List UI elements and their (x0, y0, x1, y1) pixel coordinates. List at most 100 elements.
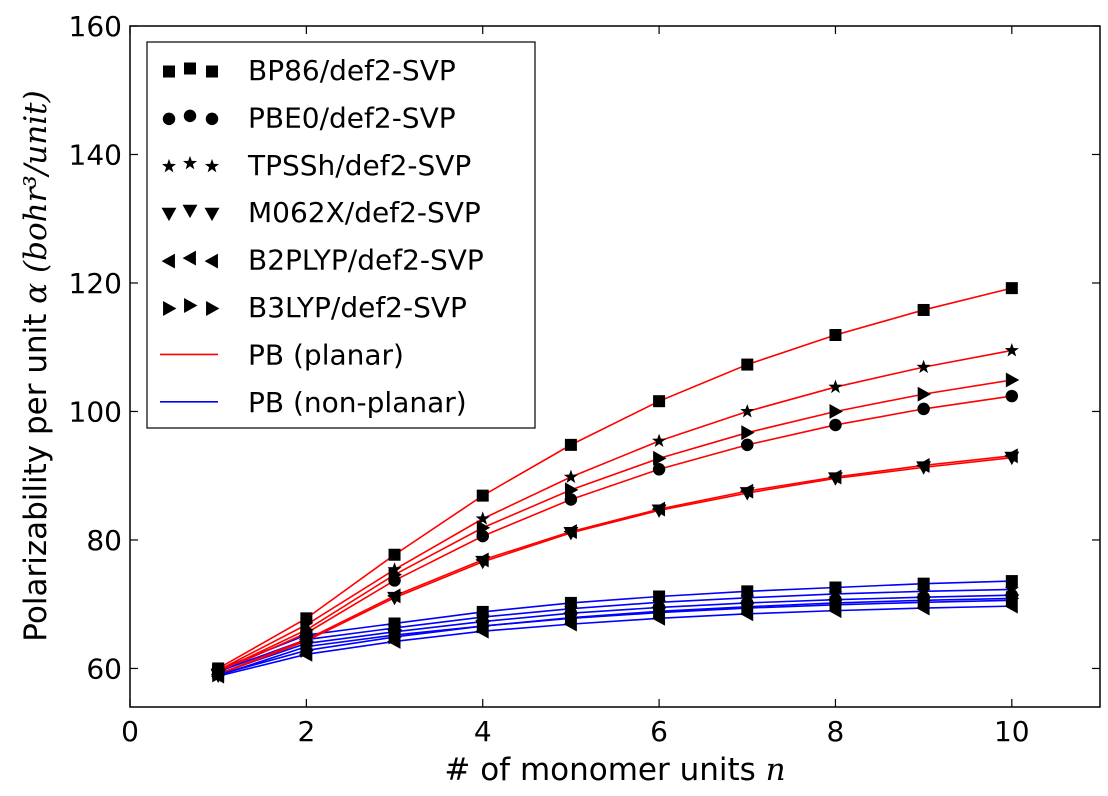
point-bp86-def2-svp-planar-5 (564, 438, 577, 451)
point-bp86-def2-svp-nonplanar-10 (1005, 575, 1018, 588)
line-pbe0-def2-svp-nonplanar (217, 594, 1012, 675)
legend-marker-b3lyp-def2-svp (163, 301, 177, 316)
point-tpssh-def2-svp-planar-8 (828, 379, 843, 394)
point-b3lyp-def2-svp-planar-10 (1005, 372, 1020, 388)
point-bp86-def2-svp-planar-7 (741, 358, 754, 371)
point-bp86-def2-svp-planar-6 (653, 395, 666, 408)
point-bp86-def2-svp-nonplanar-9 (917, 577, 930, 590)
point-b3lyp-def2-svp-nonplanar-8 (829, 595, 843, 611)
point-tpssh-def2-svp-nonplanar-6 (652, 594, 667, 609)
line-bp86-def2-svp-nonplanar (217, 580, 1012, 671)
line-b3lyp-def2-svp-nonplanar (217, 597, 1012, 676)
line-bp86-def2-svp-planar (217, 287, 1013, 670)
point-b2plyp-def2-svp-planar-10 (1004, 448, 1018, 464)
point-b3lyp-def2-svp-nonplanar-10 (1005, 590, 1020, 606)
point-b2plyp-def2-svp-nonplanar-10 (1004, 598, 1018, 614)
legend-entry-pb-non-planar: PB (non-planar) (160, 386, 467, 419)
point-tpssh-def2-svp-nonplanar-5 (563, 601, 578, 615)
point-tpssh-def2-svp-planar-4 (475, 511, 490, 525)
point-b3lyp-def2-svp-nonplanar-1 (212, 667, 226, 683)
point-b2plyp-def2-svp-planar-4 (475, 552, 489, 568)
y-axis-title: Polarizability per unit α (bohr³/unit) (18, 90, 54, 641)
legend-marker-m062x-def2-svp (161, 207, 177, 222)
line-m062x-def2-svp-nonplanar (217, 599, 1012, 677)
line-tpssh-def2-svp-nonplanar (217, 588, 1012, 673)
point-b3lyp-def2-svp-planar-2 (300, 622, 314, 638)
legend-marker-b3lyp-def2-svp (206, 301, 220, 316)
legend-entry-pbe0-def2-svp: PBE0/def2-SVP (162, 101, 456, 134)
point-tpssh-def2-svp-planar-9 (916, 359, 931, 374)
point-b2plyp-def2-svp-planar-2 (298, 632, 313, 647)
point-b2plyp-def2-svp-planar-5 (563, 524, 577, 540)
legend-label: PB (non-planar) (248, 386, 467, 419)
point-b2plyp-def2-svp-nonplanar-6 (651, 610, 666, 626)
line-pbe0-def2-svp-planar (217, 395, 1012, 674)
legend-entry-b3lyp-def2-svp: B3LYP/def2-SVP (163, 291, 467, 324)
point-tpssh-def2-svp-planar-2 (299, 617, 314, 631)
y-tick-label: 140 (69, 138, 122, 171)
y-tick-label: 60 (86, 652, 122, 685)
point-pbe0-def2-svp-planar-8 (829, 418, 842, 432)
point-b2plyp-def2-svp-planar-7 (739, 483, 754, 499)
legend-entry-tpssh-def2-svp: TPSSh/def2-SVP (161, 149, 471, 182)
line-b3lyp-def2-svp-planar (217, 379, 1012, 673)
legend-marker-b3lyp-def2-svp (184, 298, 198, 313)
legend-entry-m062x-def2-svp: M062X/def2-SVP (161, 196, 481, 229)
legend-label: TPSSh/def2-SVP (247, 149, 471, 182)
legend-label: B2PLYP/def2-SVP (248, 244, 484, 277)
point-bp86-def2-svp-planar-3 (388, 548, 401, 561)
point-pbe0-def2-svp-planar-6 (652, 463, 666, 476)
point-b3lyp-def2-svp-nonplanar-7 (741, 599, 755, 615)
legend-marker-b2plyp-def2-svp (204, 253, 218, 269)
point-b3lyp-def2-svp-planar-6 (653, 450, 667, 466)
point-b3lyp-def2-svp-planar-3 (388, 567, 402, 583)
point-b3lyp-def2-svp-nonplanar-9 (917, 592, 932, 608)
legend-label: M062X/def2-SVP (248, 196, 481, 229)
point-tpssh-def2-svp-nonplanar-4 (475, 609, 490, 624)
legend-entry-bp86-def2-svp: BP86/def2-SVP (163, 54, 456, 87)
legend-label: PBE0/def2-SVP (248, 101, 456, 134)
point-b3lyp-def2-svp-nonplanar-3 (388, 629, 402, 645)
x-tick-label: 0 (121, 715, 139, 748)
line-tpssh-def2-svp-planar (217, 349, 1012, 672)
point-b2plyp-def2-svp-nonplanar-8 (828, 603, 842, 619)
point-b3lyp-def2-svp-planar-8 (829, 404, 843, 419)
point-pbe0-def2-svp-planar-5 (564, 493, 578, 506)
y-tick-label: 120 (69, 267, 122, 300)
point-bp86-def2-svp-planar-8 (829, 329, 842, 342)
legend-marker-bp86-def2-svp (206, 65, 218, 78)
legend-marker-m062x-def2-svp (204, 207, 220, 222)
y-tick-label: 160 (69, 10, 122, 43)
point-b3lyp-def2-svp-planar-5 (564, 482, 579, 498)
point-b3lyp-def2-svp-planar-7 (741, 425, 755, 441)
point-b3lyp-def2-svp-planar-4 (476, 520, 491, 536)
point-b2plyp-def2-svp-nonplanar-7 (739, 606, 754, 622)
point-tpssh-def2-svp-nonplanar-7 (740, 590, 755, 604)
line-m062x-def2-svp-planar (217, 456, 1012, 676)
legend-marker-b2plyp-def2-svp (161, 253, 175, 269)
x-tick-label: 10 (994, 715, 1030, 748)
point-tpssh-def2-svp-nonplanar-9 (916, 583, 931, 598)
point-tpssh-def2-svp-planar-5 (563, 469, 578, 484)
axis-ticks: 0 2 4 6 8 10 60 80 100 120 140 160 (69, 10, 1100, 748)
point-tpssh-def2-svp-planar-7 (740, 404, 755, 418)
point-pbe0-def2-svp-planar-10 (1005, 389, 1019, 403)
legend-marker-bp86-def2-svp (184, 62, 196, 75)
legend-label: B3LYP/def2-SVP (248, 291, 467, 324)
x-tick-label: 2 (297, 715, 315, 748)
line-b2plyp-def2-svp-nonplanar (217, 605, 1012, 677)
point-b2plyp-def2-svp-planar-6 (651, 501, 666, 517)
point-tpssh-def2-svp-nonplanar-3 (387, 620, 402, 634)
y-tick-label: 80 (86, 524, 122, 557)
point-tpssh-def2-svp-planar-3 (387, 562, 402, 576)
legend: BP86/def2-SVP PBE0/def2-SVP TPSSh/def2-SVP… (146, 41, 536, 429)
point-bp86-def2-svp-planar-9 (917, 303, 930, 316)
point-pbe0-def2-svp-planar-7 (741, 438, 754, 452)
legend-marker-tpssh-def2-svp (182, 155, 198, 170)
point-pbe0-def2-svp-planar-9 (917, 402, 930, 416)
legend-entry-pb-planar: PB (planar) (160, 338, 404, 371)
legend-marker-m062x-def2-svp (182, 204, 198, 219)
legend-marker-pbe0-def2-svp (183, 109, 197, 123)
point-b2plyp-def2-svp-nonplanar-9 (916, 600, 930, 616)
point-b3lyp-def2-svp-nonplanar-6 (653, 603, 667, 619)
